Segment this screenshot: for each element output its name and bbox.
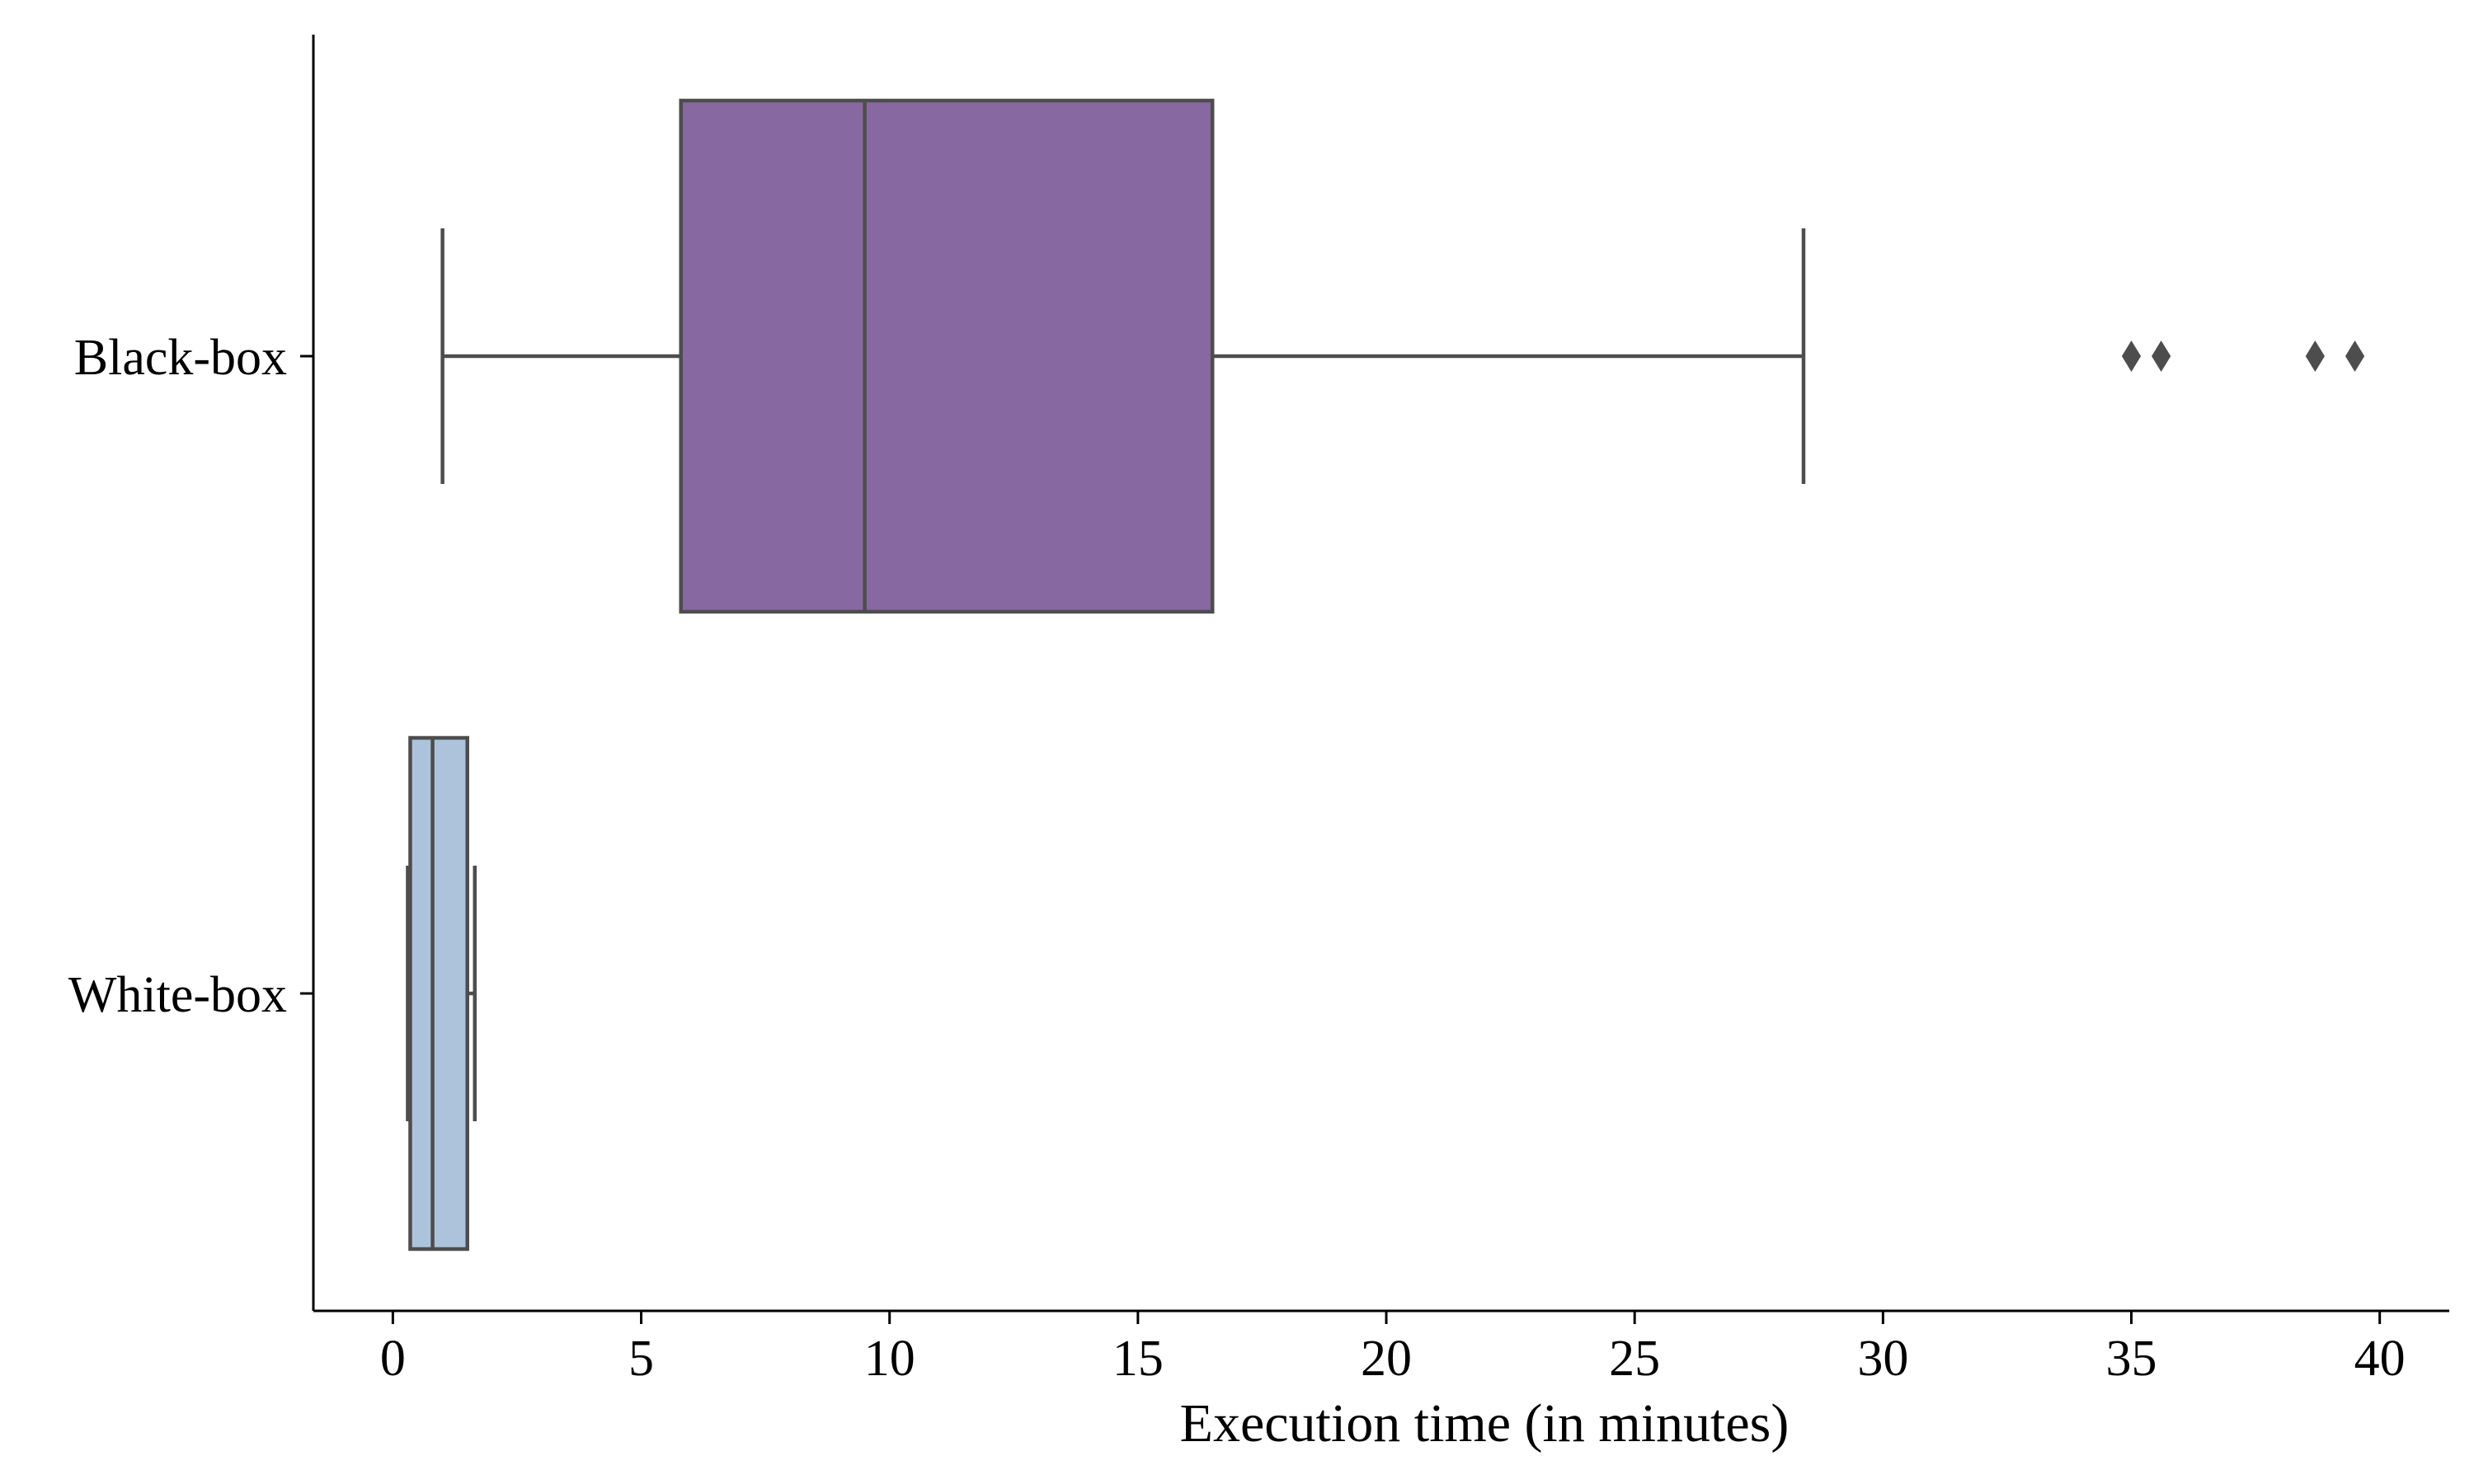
outlier-point (2152, 340, 2171, 372)
x-axis-ticks: 0 5 10 15 20 25 30 35 40 (380, 1311, 2406, 1387)
y-tick-label: Black-box (74, 330, 287, 386)
axes (312, 35, 2449, 1313)
y-tick-label: White-box (68, 967, 287, 1023)
x-tick-label: 0 (380, 1331, 406, 1387)
y-axis-ticks: Black-box White-box (68, 330, 313, 1023)
x-tick-label: 35 (2106, 1331, 2157, 1387)
x-tick-label: 5 (628, 1331, 654, 1387)
outlier-point (2121, 340, 2142, 372)
x-tick-label: 25 (1609, 1331, 1660, 1387)
x-tick-label: 30 (1857, 1331, 1908, 1387)
outlier-point (2305, 340, 2325, 372)
x-tick-label: 20 (1361, 1331, 1412, 1387)
x-tick-label: 40 (2354, 1331, 2406, 1387)
x-tick-label: 10 (864, 1331, 915, 1387)
x-axis-label: Execution time (in minutes) (1180, 1393, 1790, 1453)
plot-area (406, 98, 2365, 1252)
iqr-box (408, 735, 469, 1252)
box-group (406, 735, 477, 1252)
iqr-box (679, 98, 1215, 614)
box-group (440, 98, 2365, 614)
x-tick-label: 15 (1112, 1331, 1164, 1387)
outlier-point (2345, 340, 2365, 372)
